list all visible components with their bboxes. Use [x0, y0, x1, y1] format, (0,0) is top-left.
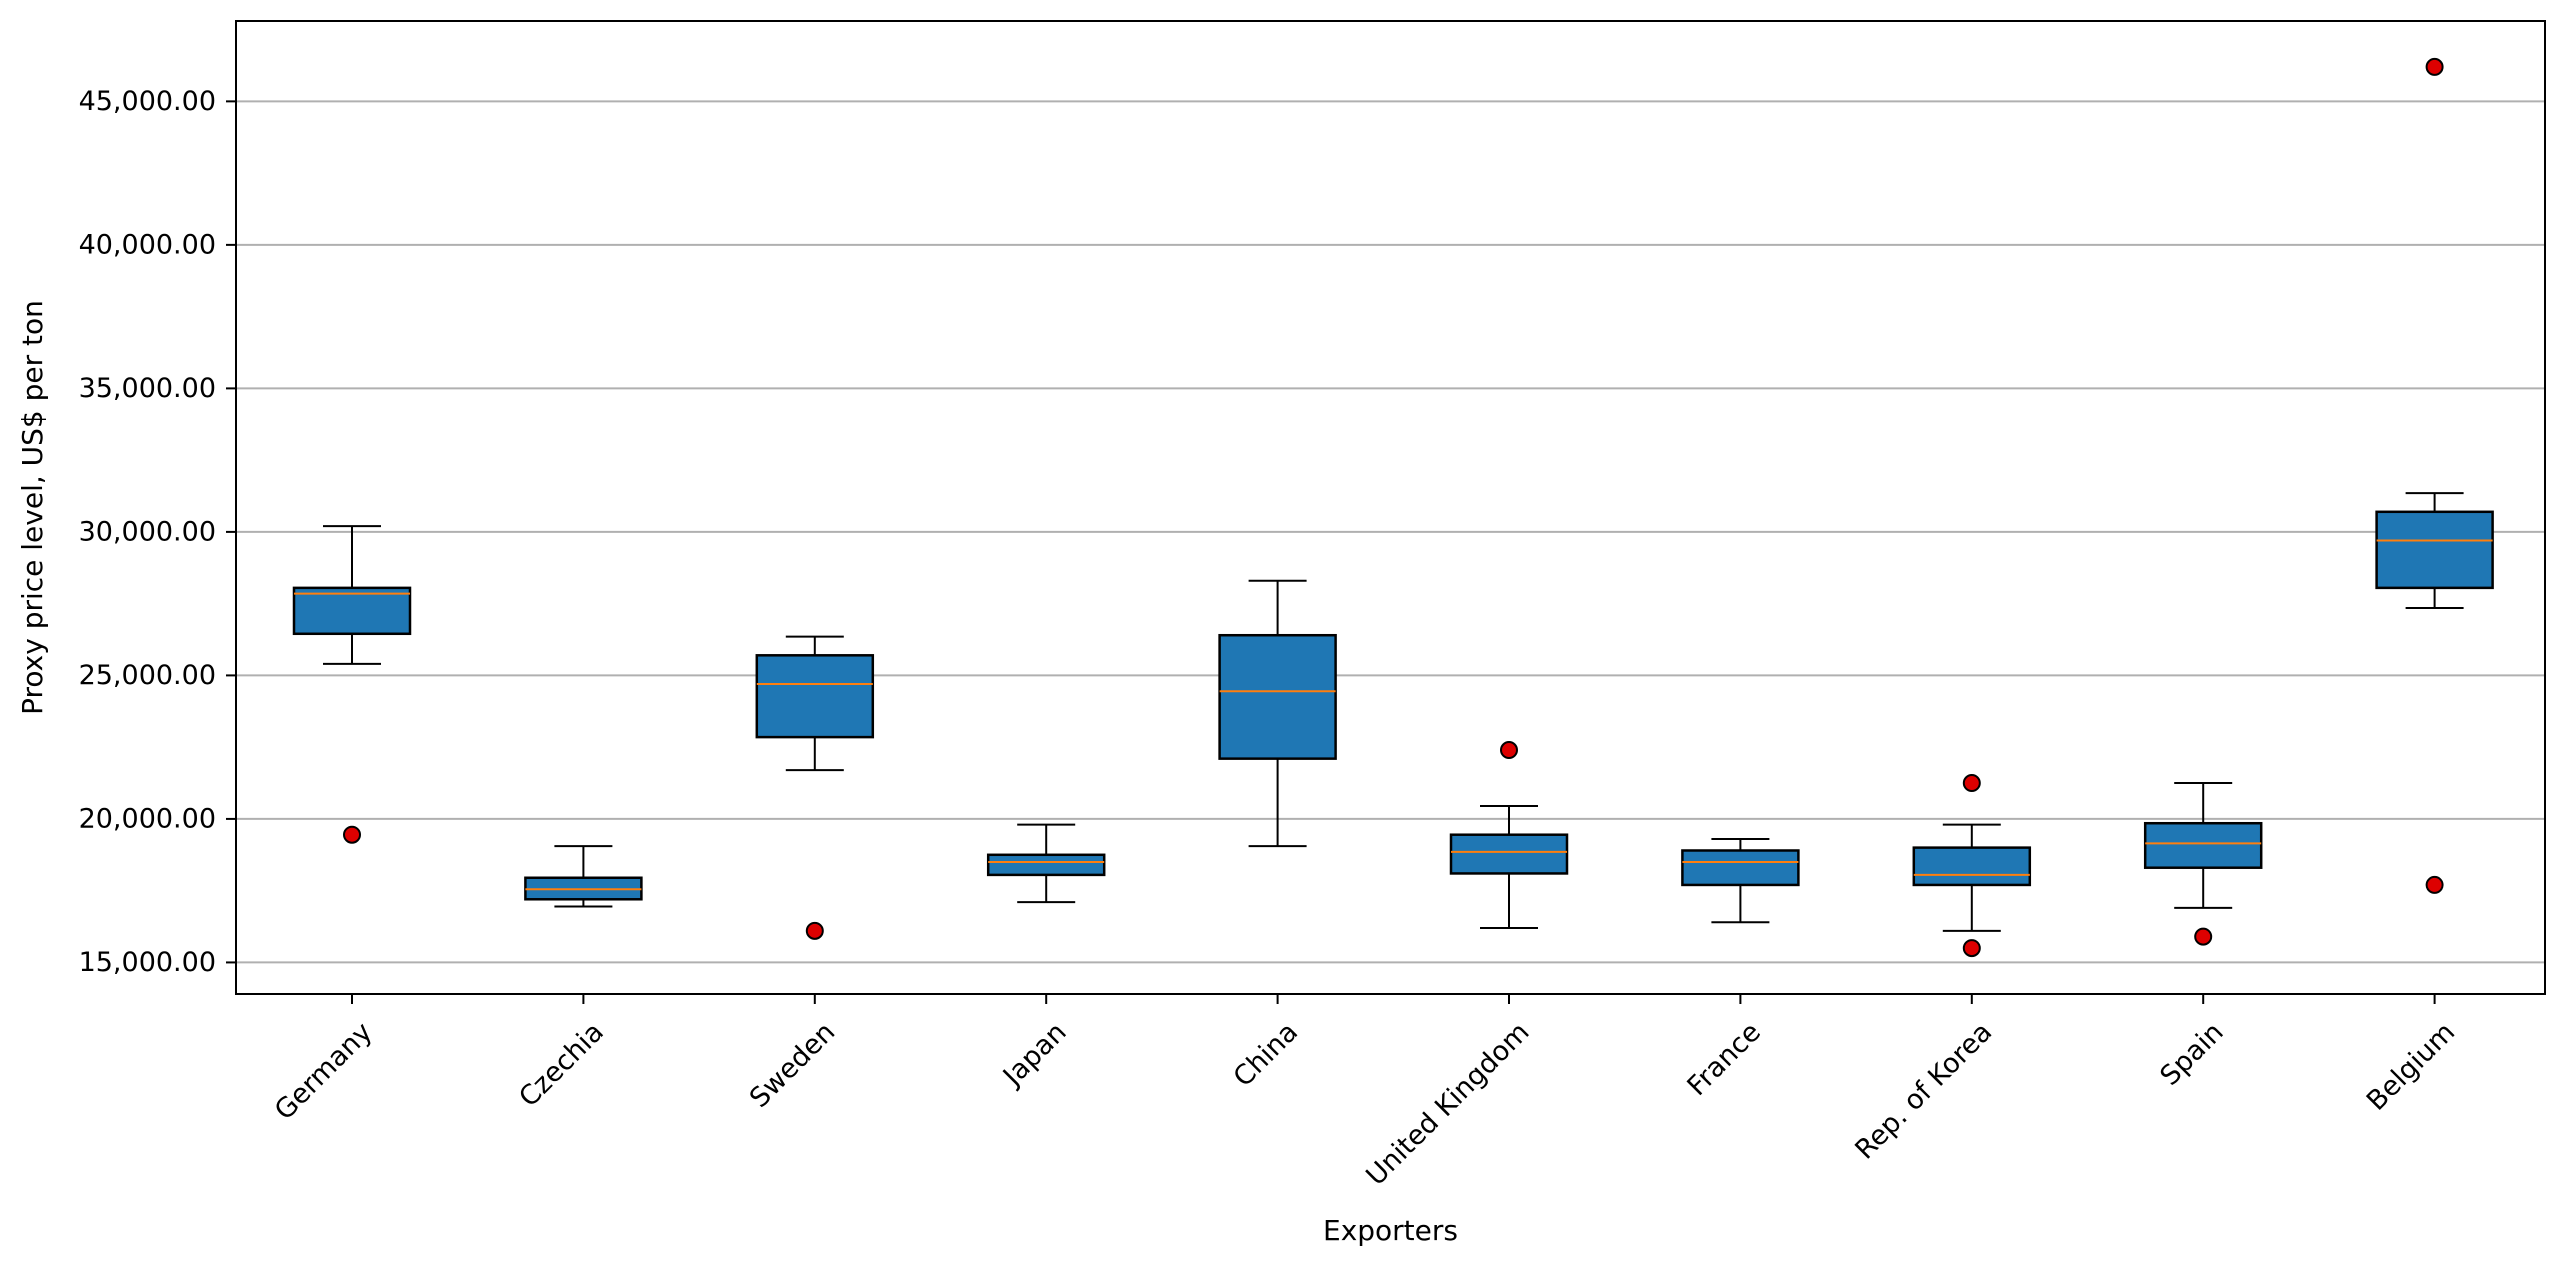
x-tick-label: Czechia	[513, 1017, 610, 1114]
y-tick-label: 25,000.00	[79, 660, 216, 691]
iqr-box	[292, 586, 412, 636]
iqr-box	[755, 654, 875, 739]
outlier-point	[1500, 741, 1518, 760]
iqr-box	[1218, 633, 1337, 760]
outlier-point	[1962, 774, 1981, 793]
y-tick-label: 30,000.00	[79, 516, 216, 547]
iqr-box	[1449, 833, 1569, 875]
outlier-point	[805, 921, 824, 940]
outlier-point	[1962, 939, 1981, 958]
outlier-point	[2425, 57, 2444, 76]
y-axis-label: Proxy price level, US$ per ton	[16, 300, 49, 715]
y-tick-label: 20,000.00	[79, 803, 216, 834]
box-china	[1218, 579, 1337, 848]
box-belgium	[2375, 57, 2494, 894]
y-tick-label: 35,000.00	[79, 373, 216, 404]
box-germany	[292, 525, 412, 844]
iqr-box	[1681, 849, 1800, 887]
y-tick-label: 45,000.00	[79, 86, 216, 117]
x-axis-label: Exporters	[1323, 1214, 1458, 1247]
box-spain	[2143, 782, 2263, 946]
box-united-kingdom	[1449, 741, 1569, 929]
x-tick-label: France	[1682, 1017, 1767, 1102]
x-tick-label: China	[1228, 1017, 1304, 1093]
x-axis-ticks: Germany Czechia Sweden Japan China United Kin…	[269, 994, 2461, 1192]
outlier-point	[343, 825, 361, 844]
iqr-box	[2375, 510, 2494, 590]
x-tick-label: Sweden	[744, 1017, 841, 1114]
x-tick-label: United Kingdom	[1360, 1017, 1535, 1192]
box-france	[1681, 838, 1800, 924]
y-tick-label: 15,000.00	[79, 947, 216, 978]
x-tick-label: Spain	[2154, 1017, 2229, 1092]
x-tick-label: Japan	[996, 1017, 1073, 1094]
box-czechia	[524, 845, 643, 908]
y-axis-ticks: 15,000.00 20,000.00 25,000.00 30,000.00 35,0…	[79, 86, 236, 978]
box-sweden	[755, 635, 875, 940]
iqr-box	[986, 853, 1106, 877]
x-tick-label: Belgium	[2361, 1017, 2461, 1117]
outlier-point	[2425, 875, 2444, 894]
iqr-box	[1912, 846, 2032, 887]
boxes	[292, 57, 2494, 958]
outlier-point	[2194, 927, 2213, 946]
box-japan	[986, 823, 1106, 904]
x-tick-label: Rep. of Korea	[1849, 1017, 1998, 1166]
box-rep-of-korea	[1912, 774, 2032, 958]
plot-frame	[235, 20, 2546, 995]
iqr-box	[2143, 821, 2263, 869]
y-tick-label: 40,000.00	[79, 229, 216, 260]
x-tick-label: Germany	[269, 1017, 379, 1127]
gridlines	[236, 100, 2545, 964]
